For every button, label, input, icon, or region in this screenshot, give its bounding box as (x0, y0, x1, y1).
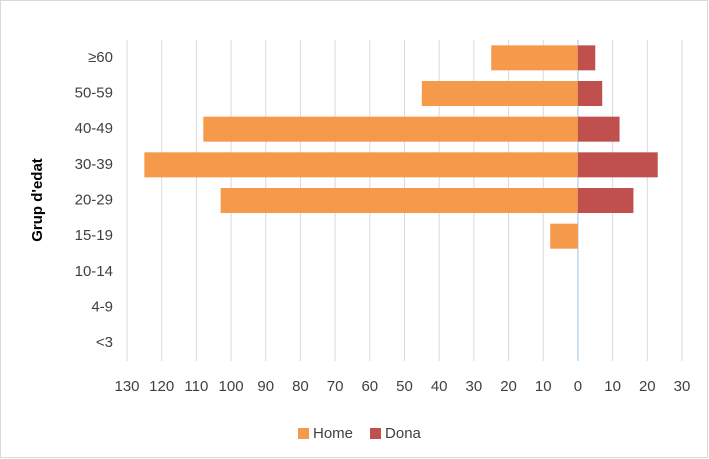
y-tick-label: 10-14 (75, 263, 113, 280)
y-tick-label: 20-29 (75, 191, 113, 208)
legend-label: Dona (385, 425, 422, 442)
x-tick-label: 90 (257, 378, 274, 395)
bar (421, 81, 578, 106)
bar (491, 45, 578, 71)
legend-swatch (298, 428, 309, 439)
x-tick-label: 70 (327, 378, 344, 395)
x-tick-label: 120 (149, 378, 174, 395)
bar (577, 45, 596, 71)
y-tick-label: 15-19 (75, 227, 113, 244)
x-tick-label: 30 (466, 378, 483, 395)
y-tick-label: 50-59 (75, 84, 113, 101)
x-tick-label: 50 (396, 378, 413, 395)
x-tick-label: 30 (674, 378, 691, 395)
bar (203, 116, 578, 142)
y-tick-label: 4-9 (91, 298, 113, 315)
x-tick-label: 20 (500, 378, 517, 395)
bar (550, 223, 578, 249)
x-tick-label: 0 (574, 378, 582, 395)
x-tick-label: 10 (535, 378, 552, 395)
x-tick-label: 100 (219, 378, 244, 395)
legend-swatch (370, 428, 382, 439)
x-tick-label: 10 (604, 378, 621, 395)
x-tick-label: 40 (431, 378, 448, 395)
bar (577, 152, 658, 178)
bar (577, 116, 620, 142)
bar (220, 188, 578, 213)
x-tick-label: 60 (361, 378, 378, 395)
x-tick-label: 80 (292, 378, 309, 395)
y-tick-label: ≥60 (88, 49, 113, 66)
x-tick-label: 20 (639, 378, 656, 395)
bar (144, 152, 578, 178)
bar (577, 81, 603, 106)
y-tick-label: 30-39 (75, 156, 113, 173)
legend-label: Home (313, 425, 353, 442)
bar (577, 188, 634, 213)
x-tick-label: 130 (114, 378, 139, 395)
y-tick-label: <3 (96, 334, 113, 351)
y-tick-label: 40-49 (75, 120, 113, 137)
x-tick-label: 110 (184, 378, 208, 395)
y-axis-title: Grup d'edat (29, 158, 46, 242)
